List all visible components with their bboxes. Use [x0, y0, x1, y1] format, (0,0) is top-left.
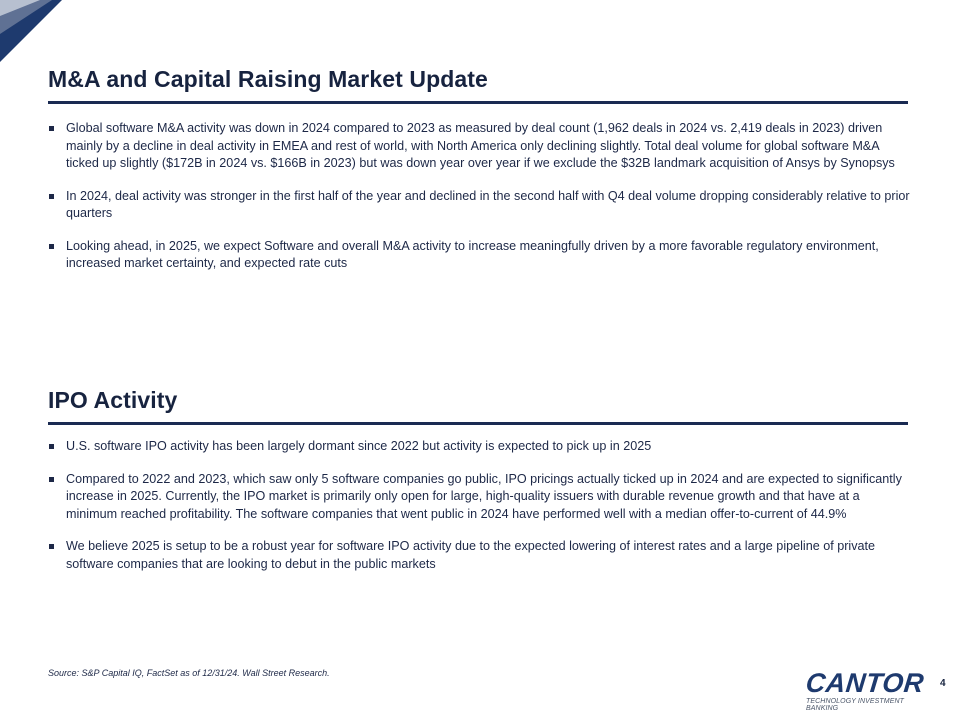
corner-decoration — [0, 0, 62, 62]
section-divider-ipo — [48, 422, 908, 425]
bullet-item: Looking ahead, in 2025, we expect Softwa… — [48, 238, 910, 273]
section-title-ma: M&A and Capital Raising Market Update — [48, 66, 488, 92]
section-title-ipo: IPO Activity — [48, 387, 178, 413]
bullet-square-icon — [49, 243, 54, 249]
bullet-item: Global software M&A activity was down in… — [48, 120, 910, 173]
cantor-logo: CANTOR TECHNOLOGY INVESTMENT BANKING — [804, 668, 932, 712]
logo-tagline: TECHNOLOGY INVESTMENT BANKING — [806, 698, 905, 712]
bullet-item: We believe 2025 is setup to be a robust … — [48, 538, 910, 573]
bullet-square-icon — [49, 544, 54, 549]
bullet-item: U.S. software IPO activity has been larg… — [48, 438, 910, 456]
bullet-item: Compared to 2022 and 2023, which saw onl… — [48, 471, 910, 524]
bullet-list-ma: Global software M&A activity was down in… — [48, 120, 910, 288]
bullet-square-icon — [49, 193, 54, 199]
bullet-square-icon — [49, 444, 54, 449]
logo-wordmark: CANTOR — [804, 668, 926, 698]
bullet-list-ipo: U.S. software IPO activity has been larg… — [48, 438, 910, 588]
bullet-square-icon — [49, 476, 54, 482]
bullet-square-icon — [49, 126, 54, 131]
page-number: 4 — [940, 678, 946, 689]
section-divider-ma — [48, 101, 908, 104]
bullet-item: In 2024, deal activity was stronger in t… — [48, 188, 910, 223]
source-note: Source: S&P Capital IQ, FactSet as of 12… — [48, 668, 330, 678]
